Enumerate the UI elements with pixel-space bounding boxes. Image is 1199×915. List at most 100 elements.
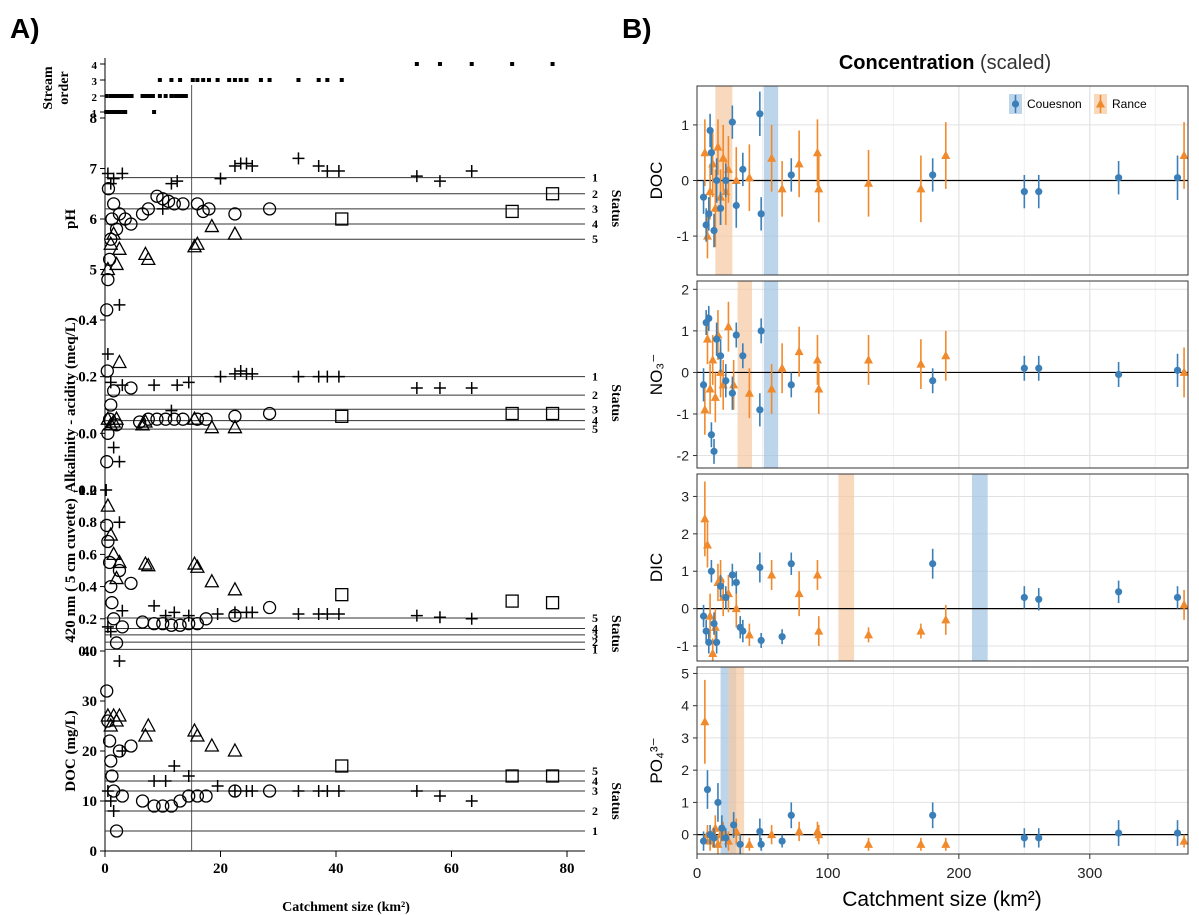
plus-point <box>168 760 181 772</box>
plus-point <box>101 348 114 360</box>
circle-point <box>102 734 117 748</box>
plus-point <box>168 606 181 619</box>
triangle-point <box>137 727 154 742</box>
couesnon-point <box>710 620 718 628</box>
rance-point <box>710 392 720 401</box>
triangle-point <box>204 573 220 588</box>
plus-point <box>332 607 345 620</box>
rance-point <box>814 384 824 393</box>
couesnon-point <box>713 638 721 646</box>
order-point <box>123 110 128 114</box>
y-tick-label: 0.2 <box>78 612 97 628</box>
rance-point <box>700 716 710 726</box>
plus-point <box>228 785 241 797</box>
panel-b-title: Concentration (scaled) <box>839 52 1051 74</box>
couesnon-point <box>732 578 740 587</box>
order-point <box>157 94 162 98</box>
rance-point <box>731 603 741 613</box>
circle-point <box>190 197 205 211</box>
circle-point <box>262 202 277 216</box>
x-tick-label: 200 <box>946 865 971 882</box>
square-point <box>505 406 519 421</box>
circle-point <box>164 618 179 632</box>
triangle-point <box>204 737 220 752</box>
y-tick-label: 0 <box>681 601 689 617</box>
couesnon-point <box>1173 829 1182 837</box>
x-tick-label: 20 <box>213 861 228 877</box>
plus-point <box>292 370 305 383</box>
couesnon-point <box>728 571 736 579</box>
circle-point <box>158 412 173 426</box>
order-point <box>163 94 168 98</box>
circle-point <box>109 824 124 838</box>
facet-background <box>697 667 1188 854</box>
plus-point <box>246 367 259 380</box>
plus-point <box>433 382 446 394</box>
plus-point <box>410 170 423 183</box>
triangle-point <box>189 727 205 742</box>
couesnon-point <box>722 377 730 385</box>
rance-point <box>713 839 723 848</box>
couesnon-point <box>728 389 736 397</box>
order-point <box>232 78 237 82</box>
couesnon-point <box>1020 364 1028 372</box>
couesnon-point <box>739 352 747 360</box>
circle-point <box>101 272 115 287</box>
order-point <box>437 62 442 66</box>
triangle-point <box>204 218 220 233</box>
y-tick-label: 6 <box>90 212 98 228</box>
couesnon-point <box>929 811 937 819</box>
couesnon-point <box>1020 834 1028 842</box>
panel-a-x-axis-label: Catchment size (km²) <box>282 900 410 915</box>
status-line-label: 1 <box>592 171 598 185</box>
couesnon-point <box>707 567 716 575</box>
order-point <box>144 94 149 98</box>
x-tick-label: 60 <box>444 861 459 877</box>
plus-point <box>104 625 117 638</box>
couesnon-point <box>699 381 708 389</box>
plus-point <box>292 607 305 620</box>
status-line-label: 2 <box>592 388 598 402</box>
title-rest-part: (scaled) <box>980 52 1051 74</box>
triangle-point <box>186 555 203 570</box>
order-point <box>129 94 134 98</box>
y-tick-label: 0.4 <box>78 313 97 329</box>
triangle-point <box>103 235 119 250</box>
rance-point <box>767 384 777 393</box>
y-tick-label: 1 <box>681 794 689 810</box>
plus-point <box>148 775 161 787</box>
plus-point <box>410 785 423 797</box>
order-point <box>227 78 232 82</box>
panel-b-label: B) <box>622 13 652 44</box>
plus-point <box>292 152 305 165</box>
legend-label-rance: Rance <box>1112 97 1147 111</box>
rance-point <box>1179 150 1189 159</box>
legend-label-couesnon: Couesnon <box>1027 97 1082 111</box>
circle-point <box>156 616 170 631</box>
triangle-point <box>204 419 220 434</box>
status-axis-label: Status <box>608 782 623 820</box>
y-tick-label: 0.8 <box>78 515 97 531</box>
square-point <box>505 769 519 783</box>
facet-border <box>696 666 1189 855</box>
rance-point <box>1179 599 1189 609</box>
plus-point <box>101 785 114 797</box>
facet-background <box>697 281 1188 468</box>
triangle-point <box>106 413 122 428</box>
plus-point <box>433 790 446 802</box>
couesnon-point <box>706 126 714 135</box>
circle-point <box>104 398 118 412</box>
couesnon-point <box>699 193 708 201</box>
order-point <box>169 94 174 98</box>
y-tick-label: 30 <box>82 694 97 710</box>
status-axis-label: Status <box>608 615 623 653</box>
rance-point <box>744 172 754 182</box>
order-point <box>201 78 206 82</box>
y-tick-label: 0.0 <box>78 644 97 660</box>
order-point <box>147 94 152 98</box>
status-line-label: 5 <box>592 611 598 625</box>
triangle-point <box>100 497 116 512</box>
order-point <box>215 78 220 82</box>
y-tick-label: 1 <box>681 563 689 579</box>
